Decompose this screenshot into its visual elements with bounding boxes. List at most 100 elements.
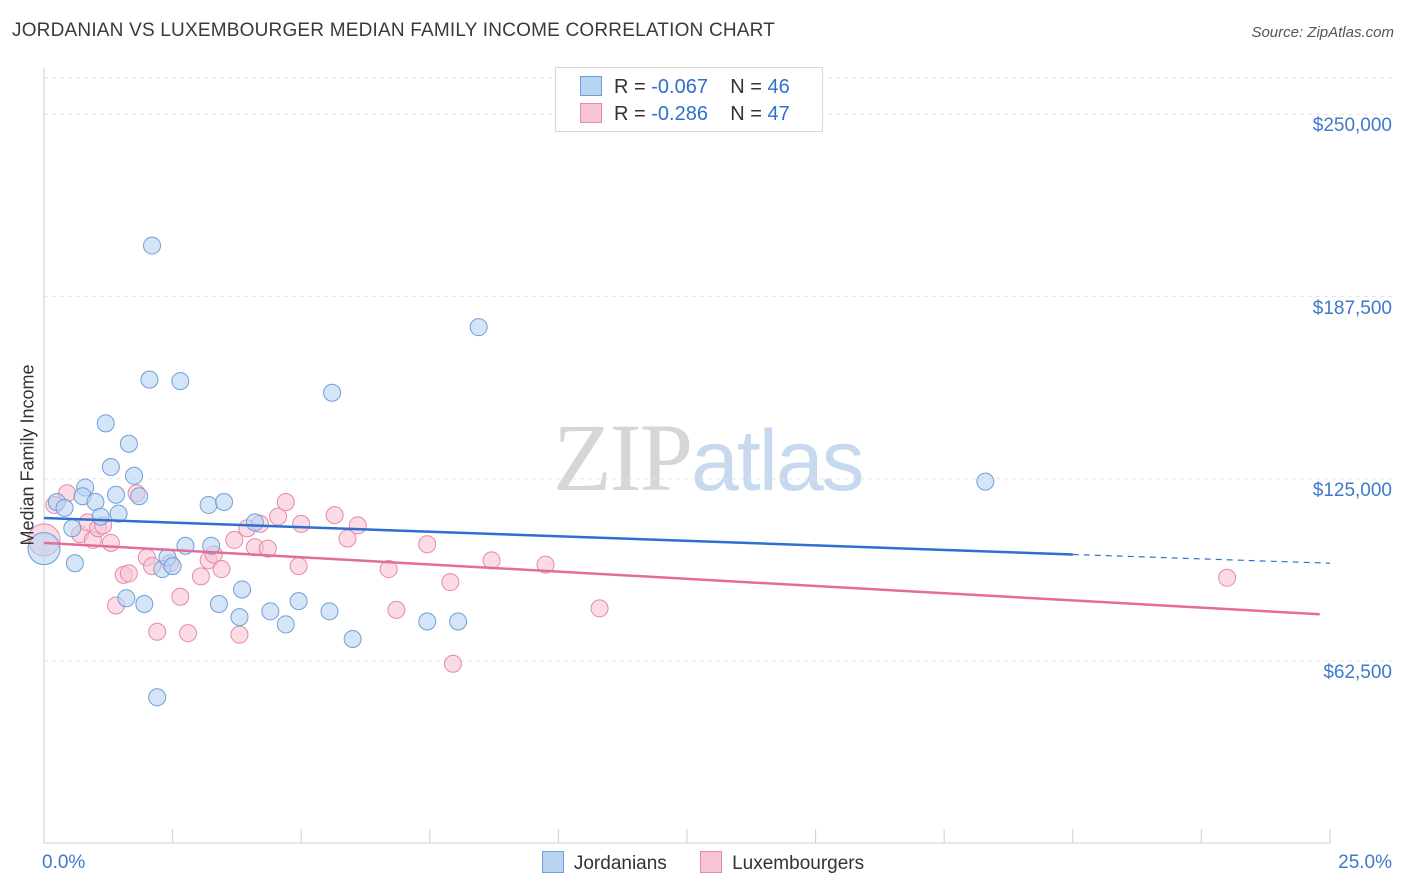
luxembourger-point <box>225 530 244 549</box>
y-tick-label: $250,000 <box>1312 115 1392 137</box>
jordanian-point <box>117 589 136 608</box>
luxembourger-point <box>387 600 406 619</box>
legend-label-jordanians: Jordanians <box>573 853 667 874</box>
point-layer <box>27 236 1237 707</box>
y-tick-label: $125,000 <box>1312 479 1392 501</box>
luxembourgers-legend-swatch <box>700 851 723 873</box>
y-axis-label: Median Family Income <box>17 364 38 546</box>
jordanian-point <box>148 688 167 707</box>
jordanian-point <box>469 318 488 337</box>
jordanian-point <box>209 595 228 614</box>
r-value: -0.067 <box>651 76 708 98</box>
legend-item-jordanians[interactable]: Jordanians <box>541 851 667 875</box>
r-label: R = <box>614 76 646 98</box>
jordanian-point <box>130 487 149 506</box>
chart-title: JORDANIAN VS LUXEMBOURGER MEDIAN FAMILY … <box>12 20 776 41</box>
jordanians-swatch <box>580 76 602 96</box>
luxembourger-point <box>590 599 609 618</box>
jordanian-point <box>140 370 159 389</box>
stats-box: R = -0.067 N = 46 R = -0.286 N = 47 <box>555 67 823 132</box>
luxembourger-point <box>325 506 344 525</box>
jordanian-point <box>215 493 234 512</box>
jordanian-point <box>233 580 252 599</box>
luxembourger-point <box>171 587 190 606</box>
jordanian-point <box>199 495 218 514</box>
jordanian-point <box>119 434 138 453</box>
jordanian-point <box>171 372 190 391</box>
jordanian-point <box>449 612 468 631</box>
jordanian-point <box>91 507 110 526</box>
r-value: -0.286 <box>651 103 708 125</box>
jordanian-point <box>343 630 362 648</box>
legend-item-luxembourgers[interactable]: Luxembourgers <box>700 851 864 875</box>
jordanian-point <box>63 519 82 538</box>
luxembourger-point <box>289 557 308 576</box>
grid-layer <box>44 77 1395 662</box>
watermark: ZIPatlas <box>553 402 865 513</box>
luxembourger-point <box>292 514 311 533</box>
jordanian-point <box>109 504 128 523</box>
luxembourgers-trend-line <box>43 541 1320 616</box>
stats-row-luxembourgers: R = -0.286 N = 47 <box>580 103 790 126</box>
stats-row-jordanians: R = -0.067 N = 46 <box>580 76 790 99</box>
jordanian-point <box>261 602 280 621</box>
luxembourger-point <box>379 560 398 579</box>
watermark-zip: ZIP <box>553 404 693 511</box>
jordanian-point <box>230 608 249 627</box>
legend: Jordanians Luxembourgers <box>0 851 1406 875</box>
luxembourger-point <box>536 555 555 574</box>
n-value: 46 <box>767 76 790 98</box>
n-value: 47 <box>767 103 790 125</box>
x-tick-label-max: 25.0% <box>1338 852 1392 873</box>
luxembourgers-swatch <box>580 103 602 123</box>
jordanians-trend-line <box>43 516 1073 556</box>
luxembourger-point <box>1218 568 1237 587</box>
luxembourger-point <box>418 535 437 554</box>
source-credit: Source: ZipAtlas.com <box>1251 24 1394 41</box>
luxembourger-point <box>179 624 198 643</box>
jordanian-point <box>163 557 182 576</box>
jordanian-point <box>320 602 339 621</box>
x-tick-label-min: 0.0% <box>42 852 86 873</box>
jordanians-trend-extension <box>1072 553 1331 564</box>
y-tick-label: $187,500 <box>1312 297 1392 319</box>
n-label: N = <box>730 103 762 125</box>
axis-layer <box>43 68 1331 844</box>
luxembourger-point <box>119 564 138 583</box>
legend-label-luxembourgers: Luxembourgers <box>732 853 865 874</box>
jordanian-point <box>202 536 221 555</box>
jordanian-point <box>65 554 84 573</box>
luxembourger-point <box>276 493 295 512</box>
r-label: R = <box>614 103 646 125</box>
jordanian-point <box>143 236 162 255</box>
luxembourger-point <box>258 539 277 558</box>
jordanian-point <box>289 592 308 611</box>
jordanian-point <box>27 532 61 566</box>
luxembourger-point <box>191 567 210 586</box>
jordanian-point <box>976 472 995 491</box>
jordanian-point <box>125 466 144 485</box>
jordanian-point <box>323 383 342 402</box>
trend-layer <box>43 516 1331 616</box>
jordanian-point <box>135 595 154 614</box>
luxembourger-point <box>101 533 120 552</box>
y-tick-label: $62,500 <box>1323 661 1392 683</box>
watermark-atlas: atlas <box>691 413 865 509</box>
luxembourger-point <box>230 625 249 644</box>
jordanian-point <box>107 485 126 504</box>
jordanian-point <box>276 615 295 634</box>
luxembourger-point <box>441 573 460 592</box>
jordanian-point <box>55 498 74 517</box>
jordanian-point <box>418 612 437 631</box>
jordanian-point <box>101 458 120 477</box>
luxembourger-point <box>482 551 501 570</box>
jordanian-point <box>96 414 115 433</box>
luxembourger-point <box>348 516 367 535</box>
n-label: N = <box>730 76 762 98</box>
jordanian-point <box>245 513 264 532</box>
luxembourger-point <box>212 560 231 579</box>
luxembourger-point <box>148 622 167 641</box>
jordanians-legend-swatch <box>541 851 564 873</box>
luxembourger-point <box>443 654 462 673</box>
